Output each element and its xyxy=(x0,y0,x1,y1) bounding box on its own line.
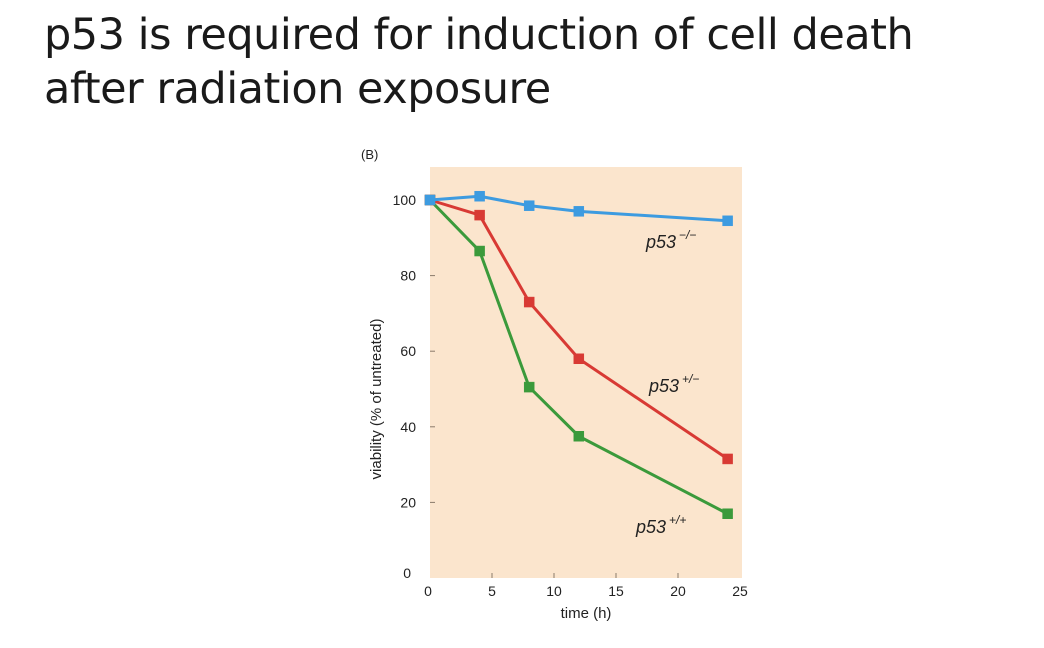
data-point xyxy=(573,431,585,442)
x-tick-label: 25 xyxy=(732,583,748,599)
y-tick-label: 60 xyxy=(400,343,416,359)
data-point xyxy=(523,200,535,211)
slide-title-line-1: p53 is required for induction of cell de… xyxy=(44,10,914,60)
data-point xyxy=(523,296,535,308)
y-axis: 0 20 40 60 80 100 xyxy=(393,192,435,581)
series-label: p53 +/− xyxy=(648,372,699,396)
x-tick-label: 10 xyxy=(546,583,562,599)
x-tick-label: 20 xyxy=(670,583,686,599)
data-point xyxy=(424,194,436,206)
series-label: p53 +/+ xyxy=(635,513,686,537)
x-axis: 0 5 10 15 20 25 xyxy=(424,573,748,599)
y-tick-label: 20 xyxy=(400,494,416,510)
y-axis-label: viability (% of untreated) xyxy=(368,319,385,480)
data-point xyxy=(573,353,585,365)
data-point xyxy=(474,209,485,221)
data-point xyxy=(722,508,733,519)
x-axis-label: time (h) xyxy=(561,605,612,622)
y-tick-label: 40 xyxy=(400,419,416,435)
y-tick-label: 80 xyxy=(400,268,416,284)
x-tick-label: 5 xyxy=(488,583,496,599)
y-tick-label: 0 xyxy=(403,565,411,581)
data-point xyxy=(523,381,535,393)
series-lines xyxy=(424,190,733,519)
data-point xyxy=(722,453,733,465)
x-tick-label: 15 xyxy=(608,583,624,599)
y-tick-label: 100 xyxy=(393,192,417,208)
data-point xyxy=(474,245,485,257)
data-point xyxy=(573,206,585,217)
x-tick-label: 0 xyxy=(424,583,432,599)
series-labels: p53 −/− p53 +/− p53 +/+ xyxy=(635,228,699,537)
panel-tag: (B) xyxy=(361,147,378,162)
plot-background xyxy=(430,167,742,578)
series-label: p53 −/− xyxy=(645,228,696,252)
slide-title-line-2: after radiation exposure xyxy=(44,64,551,114)
slide-title: p53 is required for induction of cell de… xyxy=(44,8,1034,116)
data-point xyxy=(722,215,733,227)
data-point xyxy=(474,190,485,202)
